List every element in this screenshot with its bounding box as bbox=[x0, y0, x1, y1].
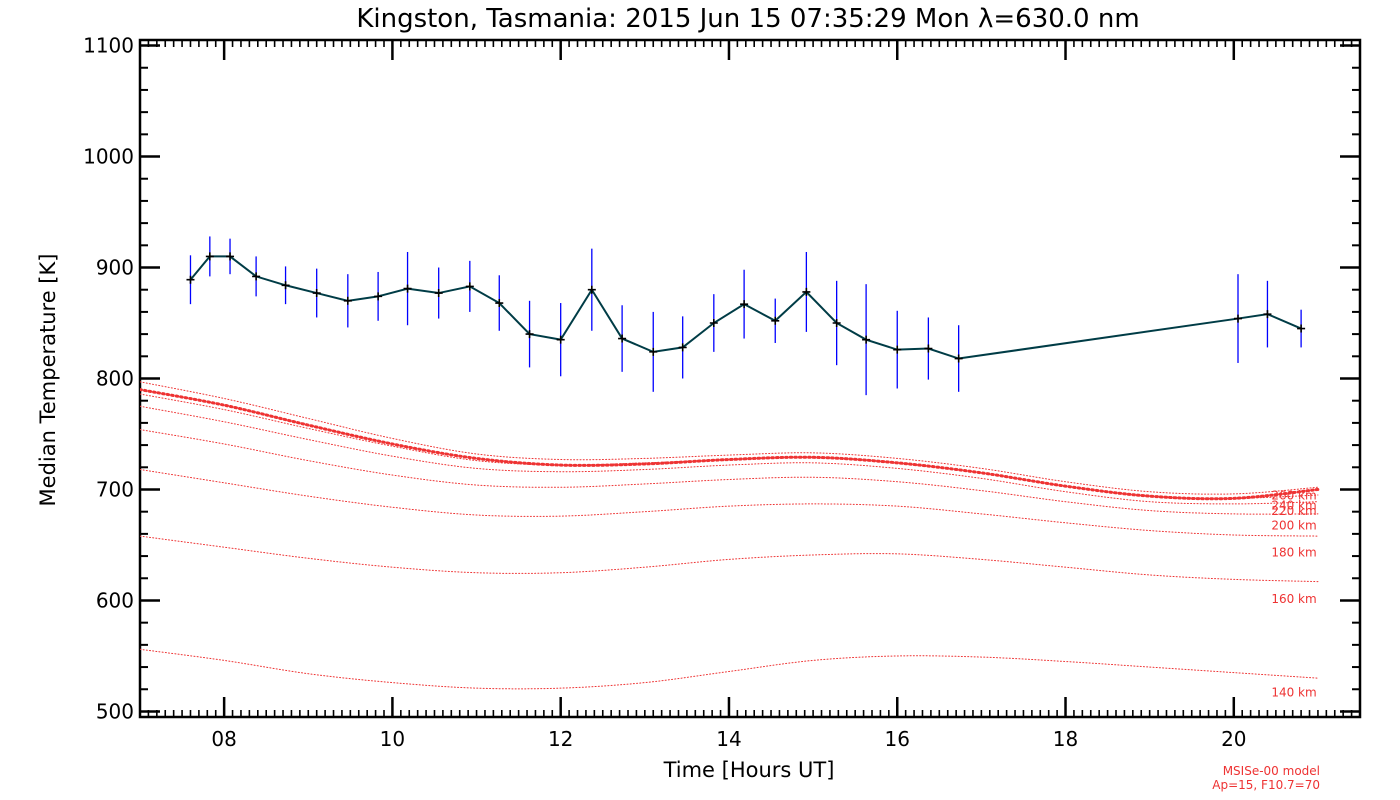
data-point-marker bbox=[893, 345, 902, 354]
plot-area: 500 600 700 800 900 1000 1100 08 10 12 14 16 18 20 140… bbox=[83, 34, 1362, 751]
model-curve-240-km bbox=[140, 393, 1319, 499]
data-point-marker bbox=[1263, 310, 1272, 319]
data-point-marker bbox=[649, 347, 658, 356]
data-point-marker bbox=[252, 272, 261, 281]
data-point-marker bbox=[954, 354, 963, 363]
model-label-240-km: 240 km bbox=[1271, 498, 1316, 512]
x-axis-label: Time [Hours UT] bbox=[663, 758, 835, 782]
data-point-marker bbox=[205, 252, 214, 261]
data-point-marker bbox=[281, 281, 290, 290]
data-point-marker bbox=[1234, 314, 1242, 323]
y-tick-label: 600 bbox=[96, 588, 134, 612]
data-point-marker bbox=[771, 316, 780, 325]
data-point-marker bbox=[832, 319, 841, 328]
x-tick-label: 14 bbox=[716, 727, 741, 751]
model-label-140-km: 140 km bbox=[1271, 685, 1316, 699]
data-point-marker bbox=[556, 335, 565, 344]
model-label-260-km: 260 km bbox=[1271, 488, 1316, 502]
model-curve-260-km bbox=[140, 381, 1319, 495]
model-note-line-2: Ap=15, F10.7=70 bbox=[1212, 778, 1320, 792]
x-tick-label: 20 bbox=[1221, 727, 1246, 751]
chart-title: Kingston, Tasmania: 2015 Jun 15 07:35:29… bbox=[356, 4, 1139, 34]
data-point-marker bbox=[924, 344, 933, 353]
data-point-marker bbox=[525, 330, 534, 339]
model-curve-200-km bbox=[140, 429, 1319, 515]
y-tick-label: 700 bbox=[96, 477, 134, 501]
model-label-160-km: 160 km bbox=[1271, 592, 1316, 606]
x-tick-label: 10 bbox=[380, 727, 405, 751]
x-tick-label: 16 bbox=[885, 727, 910, 751]
data-point-marker bbox=[186, 275, 195, 284]
y-tick-label: 1100 bbox=[83, 34, 134, 58]
model-note-line-1: MSISe-00 model bbox=[1223, 764, 1320, 778]
y-tick-label: 800 bbox=[96, 367, 134, 391]
data-point-marker bbox=[802, 287, 811, 296]
model-curve-220-km bbox=[140, 405, 1319, 505]
data-point-marker bbox=[226, 252, 235, 261]
data-point-marker bbox=[862, 335, 871, 344]
x-tick-label: 12 bbox=[548, 727, 573, 751]
model-label-180-km: 180 km bbox=[1271, 545, 1316, 559]
data-point-marker bbox=[740, 300, 749, 309]
model-label-200-km: 200 km bbox=[1271, 519, 1316, 533]
plot-frame bbox=[138, 38, 1362, 719]
x-tick-label: 18 bbox=[1053, 727, 1078, 751]
data-point-marker bbox=[312, 289, 321, 298]
data-point-marker bbox=[374, 292, 383, 301]
data-point-marker bbox=[618, 334, 627, 343]
measured-temperature-line bbox=[189, 255, 1302, 360]
model-curve-180-km bbox=[140, 469, 1319, 537]
y-tick-label: 500 bbox=[96, 699, 134, 723]
data-point-marker bbox=[1297, 324, 1306, 333]
y-tick-label: 900 bbox=[96, 256, 134, 280]
model-curve-160-km bbox=[140, 535, 1319, 583]
y-axis-label: Median Temperature [K] bbox=[36, 254, 60, 507]
model-curve-250-km bbox=[140, 388, 1320, 501]
data-point-marker bbox=[403, 284, 412, 293]
y-tick-label: 1000 bbox=[83, 145, 134, 169]
model-label-220-km: 220 km bbox=[1271, 504, 1316, 518]
data-point-marker bbox=[678, 343, 687, 352]
data-point-marker bbox=[343, 296, 352, 305]
data-point-marker bbox=[434, 289, 443, 298]
data-point-marker bbox=[465, 282, 474, 291]
x-tick-label: 08 bbox=[211, 727, 236, 751]
data-point-marker bbox=[587, 285, 596, 294]
data-point-marker bbox=[709, 319, 718, 328]
data-point-marker bbox=[495, 299, 504, 308]
model-curve-140-km bbox=[140, 648, 1319, 690]
